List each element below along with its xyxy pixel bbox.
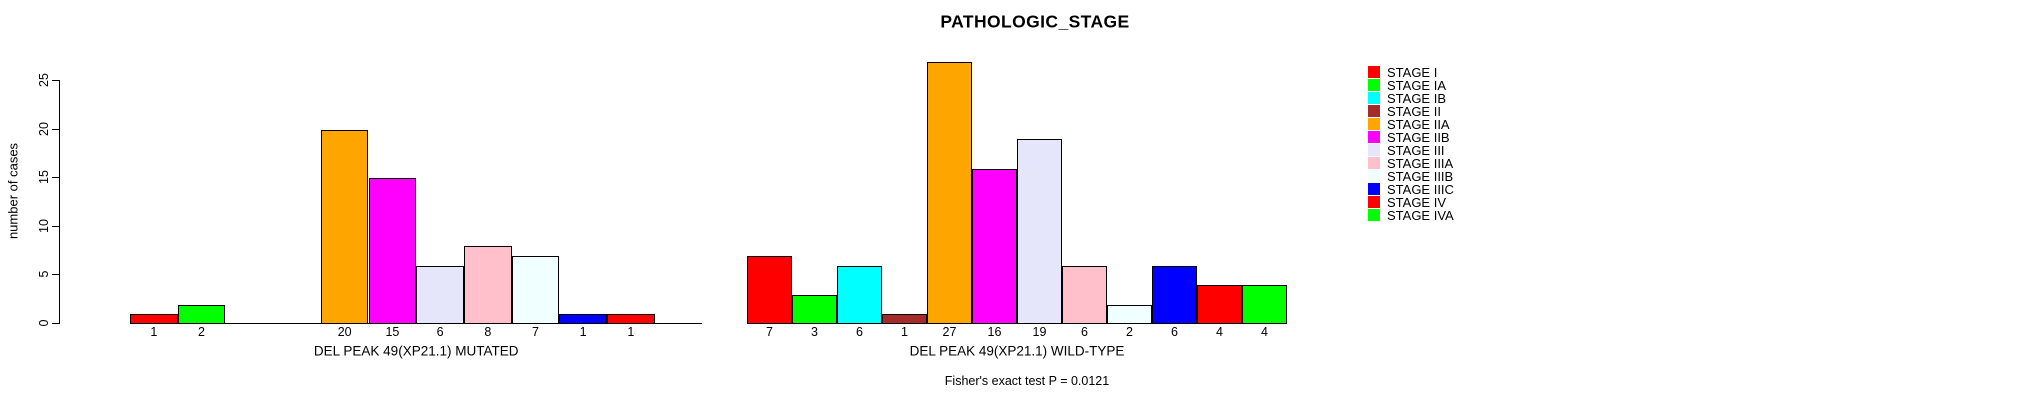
bar-mutated-stage-iib bbox=[368, 178, 417, 324]
bar-mutated-stage-iv bbox=[607, 314, 655, 324]
y-axis-tick-label: 0 bbox=[37, 319, 51, 327]
y-axis-tick bbox=[52, 128, 59, 130]
bar-wild-type-stage-iiic bbox=[1152, 265, 1197, 324]
bar-value-label-wild-type-stage-iiib: 2 bbox=[1126, 325, 1133, 339]
bar-wild-type-stage-iva bbox=[1242, 285, 1287, 324]
legend-label-stage-i: STAGE I bbox=[1387, 65, 1438, 80]
bar-value-label-wild-type-stage-ib: 6 bbox=[856, 325, 863, 339]
bar-mutated-stage-iia bbox=[320, 129, 369, 324]
legend-swatch-stage-iv bbox=[1368, 196, 1380, 208]
legend-swatch-stage-iib bbox=[1368, 131, 1380, 143]
legend-swatch-stage-iii bbox=[1368, 144, 1380, 156]
legend-swatch-stage-iiib bbox=[1368, 170, 1380, 182]
bar-value-label-mutated-stage-iiic: 1 bbox=[579, 325, 587, 339]
legend-swatch-stage-iiic bbox=[1368, 183, 1380, 195]
bar-mutated-stage-i bbox=[130, 314, 178, 324]
bar-value-label-mutated-stage-iv: 1 bbox=[627, 325, 635, 339]
bar-value-label-wild-type-stage-iii: 19 bbox=[1032, 325, 1047, 339]
bar-value-label-wild-type-stage-iib: 16 bbox=[987, 325, 1002, 339]
legend-label-stage-ia: STAGE IA bbox=[1387, 78, 1446, 93]
bar-value-label-mutated-stage-i: 1 bbox=[150, 325, 158, 339]
y-axis-tick-label: 10 bbox=[37, 218, 51, 233]
bar-wild-type-stage-ii bbox=[882, 314, 927, 324]
y-axis-tick-label: 5 bbox=[37, 270, 51, 278]
legend-label-stage-iia: STAGE IIA bbox=[1387, 117, 1450, 132]
y-axis-label: number of cases bbox=[5, 142, 21, 240]
y-axis-tick bbox=[52, 225, 59, 227]
legend-label-stage-iv: STAGE IV bbox=[1387, 195, 1446, 210]
x-axis-label-wild-type: DEL PEAK 49(XP21.1) WILD-TYPE bbox=[909, 343, 1125, 359]
legend-swatch-stage-iia bbox=[1368, 118, 1380, 130]
bar-value-label-wild-type-stage-iia: 27 bbox=[942, 325, 957, 339]
bar-value-label-mutated-stage-iib: 15 bbox=[385, 325, 400, 339]
legend-swatch-stage-iva bbox=[1368, 209, 1380, 221]
y-axis-tick-label: 20 bbox=[37, 121, 51, 136]
bar-mutated-stage-ia bbox=[177, 304, 226, 324]
bar-wild-type-stage-ib bbox=[837, 265, 882, 324]
bar-wild-type-stage-iii bbox=[1017, 139, 1062, 324]
bar-value-label-mutated-stage-iiib: 7 bbox=[532, 325, 539, 339]
legend-label-stage-iiib: STAGE IIIB bbox=[1387, 169, 1454, 184]
y-axis-tick-label: 25 bbox=[37, 73, 51, 87]
legend-swatch-stage-i bbox=[1368, 66, 1380, 78]
bar-value-label-wild-type-stage-iva: 4 bbox=[1261, 325, 1268, 339]
bar-wild-type-stage-i bbox=[747, 256, 792, 324]
bar-mutated-stage-iiic bbox=[559, 314, 607, 324]
legend-label-stage-iiia: STAGE IIIA bbox=[1387, 156, 1454, 171]
bar-wild-type-stage-ia bbox=[792, 294, 837, 324]
y-axis-line bbox=[59, 80, 60, 324]
bar-value-label-wild-type-stage-iiia: 6 bbox=[1081, 325, 1088, 339]
bar-mutated-stage-iiib bbox=[511, 256, 560, 324]
bar-value-label-wild-type-stage-iiic: 6 bbox=[1171, 325, 1178, 339]
legend-label-stage-iva: STAGE IVA bbox=[1387, 208, 1454, 223]
legend-label-stage-iiic: STAGE IIIC bbox=[1387, 182, 1454, 197]
bar-wild-type-stage-iib bbox=[972, 168, 1017, 324]
y-axis-tick bbox=[52, 323, 59, 324]
legend-swatch-stage-ii bbox=[1368, 105, 1380, 117]
y-axis-tick bbox=[52, 274, 59, 276]
bar-value-label-wild-type-stage-ii: 1 bbox=[901, 325, 908, 339]
fisher-test-note: Fisher's exact test P = 0.0121 bbox=[944, 374, 1110, 388]
legend-label-stage-ii: STAGE II bbox=[1387, 104, 1441, 119]
legend-label-stage-iib: STAGE IIB bbox=[1387, 130, 1450, 145]
bar-wild-type-stage-iiia bbox=[1062, 265, 1107, 324]
bar-value-label-wild-type-stage-ia: 3 bbox=[811, 325, 818, 339]
y-axis-tick-label: 15 bbox=[37, 170, 51, 185]
y-axis-tick bbox=[52, 80, 59, 81]
bar-value-label-wild-type-stage-i: 7 bbox=[766, 325, 773, 339]
y-axis-tick bbox=[52, 177, 59, 179]
bar-mutated-stage-iiia bbox=[463, 246, 512, 324]
bar-value-label-mutated-stage-iia: 20 bbox=[337, 325, 352, 339]
legend-swatch-stage-ia bbox=[1368, 79, 1380, 91]
bar-value-label-mutated-stage-ia: 2 bbox=[198, 325, 205, 339]
bar-value-label-wild-type-stage-iv: 4 bbox=[1216, 325, 1223, 339]
legend-swatch-stage-ib bbox=[1368, 92, 1380, 104]
bar-value-label-mutated-stage-iii: 6 bbox=[436, 325, 444, 339]
legend-label-stage-ib: STAGE IB bbox=[1387, 91, 1446, 106]
bar-wild-type-stage-iv bbox=[1197, 285, 1242, 324]
chart-title: PATHOLOGIC_STAGE bbox=[940, 11, 1130, 32]
bar-wild-type-stage-iiib bbox=[1107, 304, 1152, 324]
legend-label-stage-iii: STAGE III bbox=[1387, 143, 1445, 158]
bar-wild-type-stage-iia bbox=[927, 61, 972, 324]
bar-mutated-stage-iii bbox=[416, 265, 464, 324]
bar-value-label-mutated-stage-iiia: 8 bbox=[484, 325, 492, 339]
x-axis-label-mutated: DEL PEAK 49(XP21.1) MUTATED bbox=[313, 343, 519, 359]
legend-swatch-stage-iiia bbox=[1368, 157, 1380, 169]
